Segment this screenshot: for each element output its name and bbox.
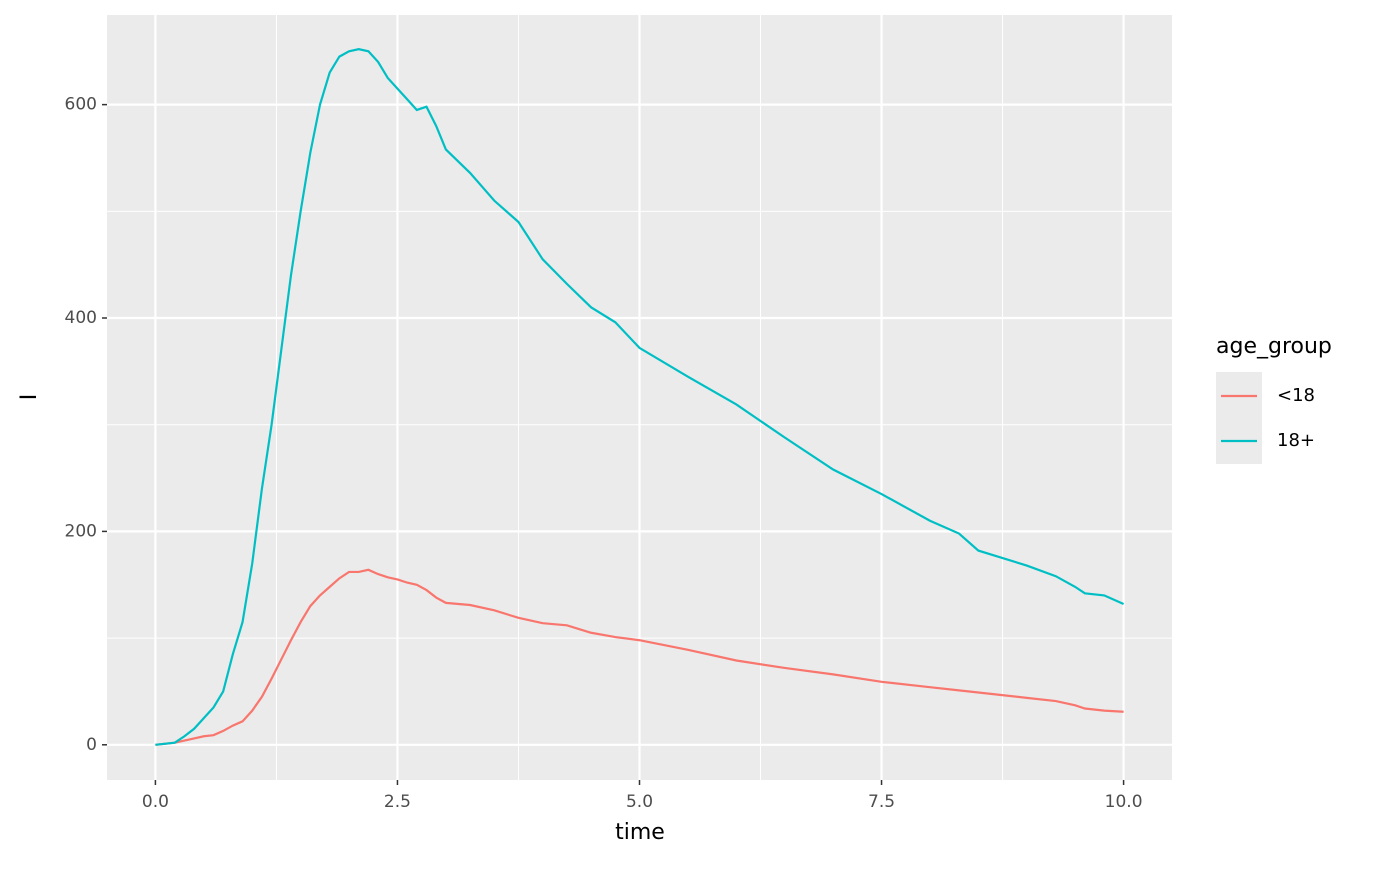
y-tick-label: 0 xyxy=(86,735,97,755)
x-axis-title: time xyxy=(615,820,665,845)
legend-title: age_group xyxy=(1216,334,1332,359)
x-tick-label: 10.0 xyxy=(1105,792,1143,812)
y-tick-label: 400 xyxy=(65,308,97,328)
x-tick-label: 2.5 xyxy=(384,792,411,812)
y-tick-label: 200 xyxy=(65,521,97,541)
x-tick-label: 0.0 xyxy=(142,792,169,812)
line xyxy=(155,48,1125,746)
x-tick-label: 5.0 xyxy=(626,792,653,812)
x-tick-label: 7.5 xyxy=(868,792,895,812)
legend-label: 18+ xyxy=(1277,430,1315,451)
y-tick-label: 600 xyxy=(65,95,97,115)
legend-key-bg xyxy=(1216,372,1262,464)
line xyxy=(155,568,1124,746)
legend-label: <18 xyxy=(1277,385,1315,406)
y-axis-title: I xyxy=(17,394,42,401)
